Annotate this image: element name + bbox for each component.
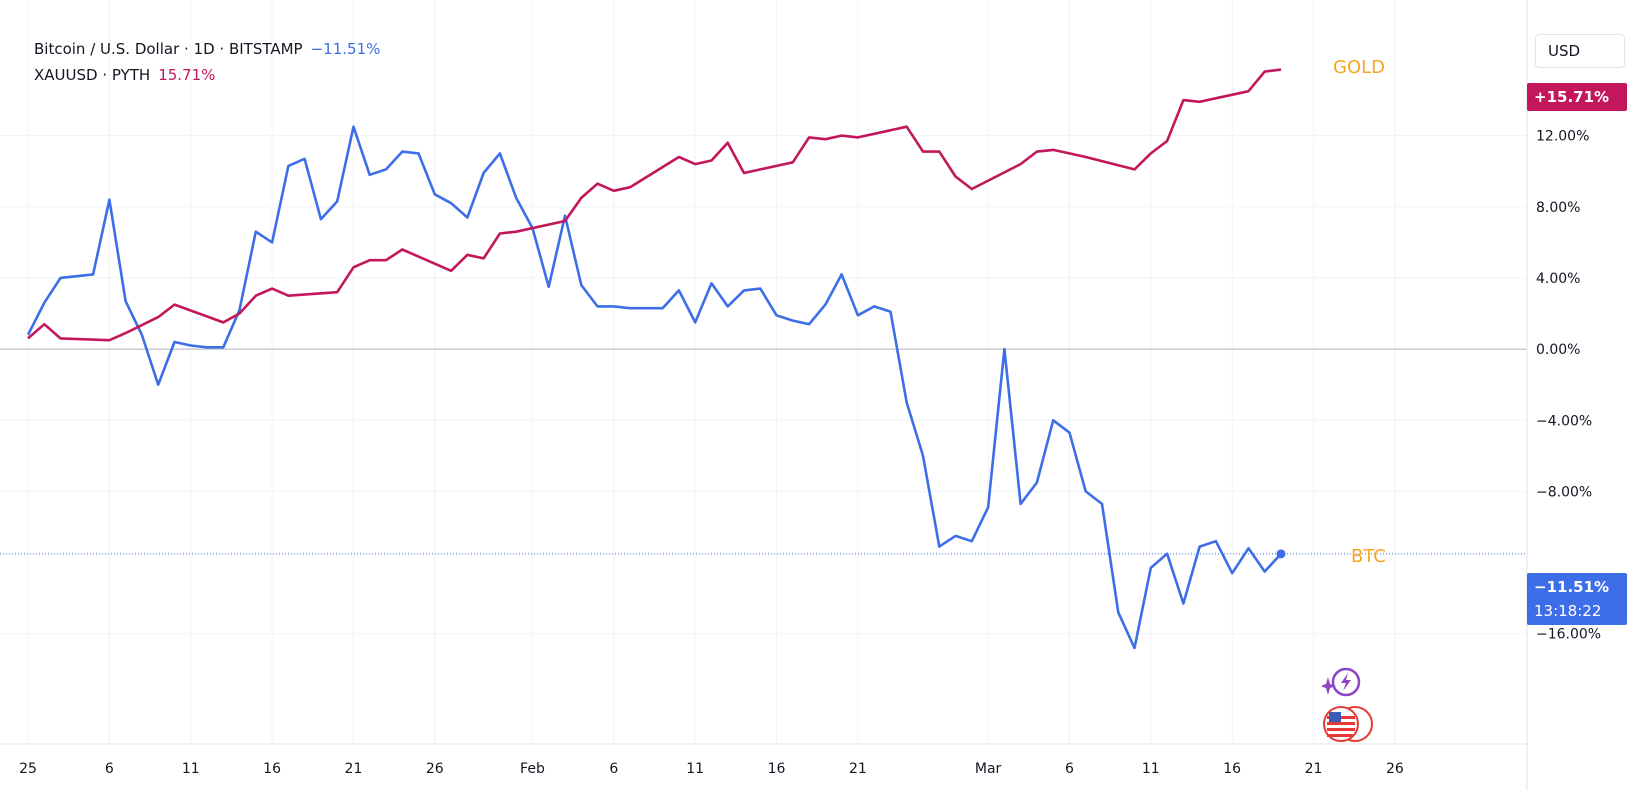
x-tick-label: 11: [182, 761, 200, 777]
y-tick-label: −4.00%: [1536, 413, 1592, 429]
series-lines: [26, 68, 1286, 650]
sparkle-bolt-icon[interactable]: [1322, 664, 1368, 700]
x-tick-label: 21: [345, 761, 363, 777]
x-tick-label: 6: [105, 761, 114, 777]
y-tick-label: −16.00%: [1536, 627, 1601, 643]
x-tick-label: 16: [1223, 761, 1241, 777]
legend-btc-change: −11.51%: [310, 40, 381, 58]
x-tick-label: Mar: [975, 761, 1002, 777]
y-tick-label: −8.00%: [1536, 484, 1592, 500]
x-tick-label: 25: [19, 761, 37, 777]
x-tick-label: 21: [849, 761, 867, 777]
x-tick-label: 6: [609, 761, 618, 777]
x-tick-label: Feb: [520, 761, 545, 777]
legend-gold-title: XAUUSD · PYTH: [34, 66, 151, 84]
gold-price-tag: +15.71%: [1527, 83, 1627, 111]
legend-gold-row[interactable]: XAUUSD · PYTH 15.71%: [34, 62, 380, 88]
x-tick-label: 26: [426, 761, 444, 777]
legend-btc-row[interactable]: Bitcoin / U.S. Dollar · 1D · BITSTAMP −11…: [34, 36, 380, 62]
btc-countdown: 13:18:22: [1534, 602, 1602, 620]
x-tick-label: 16: [263, 761, 281, 777]
x-tick-label: 11: [1142, 761, 1160, 777]
y-tick-label: 4.00%: [1536, 271, 1580, 287]
legend-gold-change: 15.71%: [158, 66, 216, 84]
gold-series-label: GOLD: [1333, 57, 1386, 78]
x-tick-label: 6: [1065, 761, 1074, 777]
legend-btc-title: Bitcoin / U.S. Dollar · 1D · BITSTAMP: [34, 40, 303, 58]
x-tick-label: 21: [1305, 761, 1323, 777]
x-tick-label: 26: [1386, 761, 1404, 777]
x-axis[interactable]: 25 6 11 16 21 26 Feb 6 11 16 21 Mar 6 11 16 21 26: [19, 761, 1404, 777]
y-tick-label: 0.00%: [1536, 342, 1580, 358]
event-icons: [1322, 664, 1373, 746]
btc-last-point: [1276, 549, 1286, 559]
btc-series-line[interactable]: [26, 125, 1282, 650]
us-flag-economic-events-icon[interactable]: [1321, 704, 1375, 744]
y-axis[interactable]: 12.00% 8.00% 4.00% 0.00% −4.00% −8.00% −16.00%: [1536, 129, 1601, 643]
btc-price-tag: −11.51% 13:18:22: [1527, 573, 1627, 625]
btc-price-tag-value: −11.51%: [1534, 578, 1610, 596]
y-tick-label: 8.00%: [1536, 200, 1580, 216]
y-tick-label: 12.00%: [1536, 129, 1589, 145]
gold-price-tag-value: +15.71%: [1534, 88, 1610, 106]
x-tick-label: 16: [768, 761, 786, 777]
currency-button[interactable]: USD: [1535, 34, 1625, 68]
chart-legend: Bitcoin / U.S. Dollar · 1D · BITSTAMP −11…: [34, 36, 380, 88]
x-tick-label: 11: [686, 761, 704, 777]
btc-series-label: BTC: [1351, 546, 1386, 567]
grid-lines: [0, 0, 1527, 744]
gold-series-line[interactable]: [27, 68, 1282, 342]
